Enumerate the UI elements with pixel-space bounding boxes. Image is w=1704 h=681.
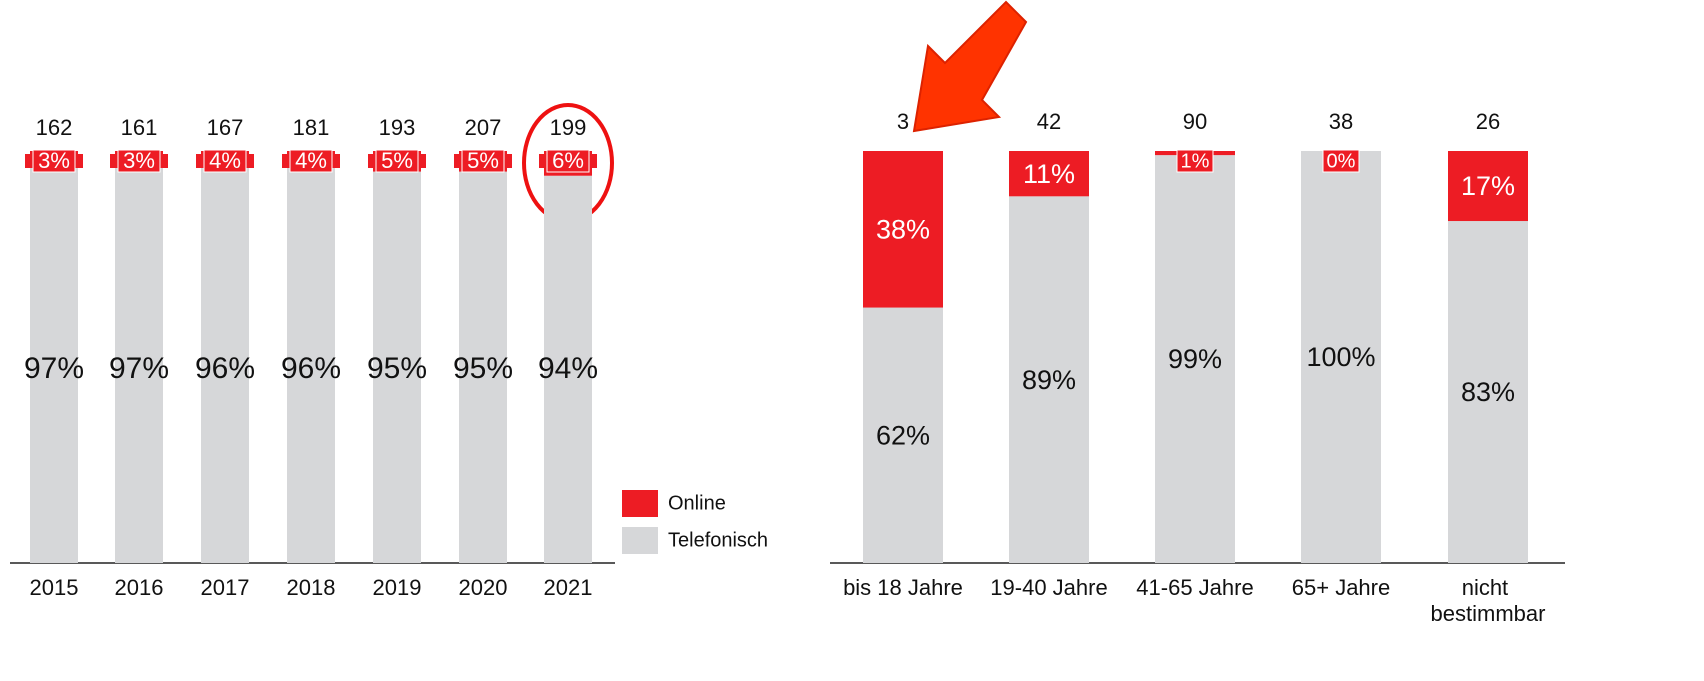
value-label: 89% [1022,365,1076,395]
legend-swatch [622,490,658,517]
value-label: 3% [123,148,155,173]
x-tick-label: 2019 [373,575,422,600]
total-label: 90 [1183,109,1207,134]
value-label: 97% [109,352,169,385]
x-tick-label: 2015 [30,575,79,600]
legend-swatch [622,527,658,554]
x-tick-label: 2016 [115,575,164,600]
value-label: 6% [552,148,584,173]
total-label: 38 [1329,109,1353,134]
label-box [546,149,590,173]
value-label: 95% [367,352,427,385]
value-label: 99% [1168,344,1222,374]
total-label: 207 [465,115,502,140]
total-label: 181 [293,115,330,140]
x-tick-label: 19-40 Jahre [990,575,1107,600]
bar-segment [287,167,335,564]
value-label: 97% [24,352,84,385]
bar-segment [115,163,163,564]
value-label: 1% [1181,150,1210,172]
x-tick-label: 2017 [201,575,250,600]
value-label: 5% [381,148,413,173]
x-tick-label: 2021 [544,575,593,600]
bar-segment [1448,151,1528,222]
bar-segment [1301,151,1381,563]
bar-segment [544,175,592,563]
total-label: 161 [121,115,158,140]
total-label: 193 [379,115,416,140]
x-tick-label: 41-65 Jahre [1136,575,1253,600]
value-label: 4% [209,148,241,173]
value-label: 95% [453,352,513,385]
bar-segment [459,171,507,563]
label-box [32,149,76,173]
value-label: 11% [1023,159,1075,189]
value-label: 94% [538,352,598,385]
label-box [117,149,161,173]
x-tick-label: bis 18 Jahre [843,575,963,600]
label-box [375,149,419,173]
value-label: 62% [876,420,930,450]
highlight-arrow [912,0,1028,133]
label-box [461,149,505,173]
bar-segment [1009,151,1089,197]
value-label: 3% [38,148,70,173]
value-label: 17% [1461,171,1515,201]
value-label: 100% [1306,342,1375,372]
label-box [1322,149,1360,173]
total-label: 162 [36,115,73,140]
legend-label: Online [668,492,726,514]
legend-label: Telefonisch [668,529,768,551]
bar-segment [30,163,78,564]
bar-segment [863,307,943,563]
label-box [203,149,247,173]
total-label: 42 [1037,109,1061,134]
total-label: 199 [550,115,587,140]
x-tick-label: 2018 [287,575,336,600]
value-label: 96% [281,352,341,385]
bar-segment [201,167,249,564]
x-tick-label: 2020 [459,575,508,600]
label-box [1176,149,1214,173]
total-label: 167 [207,115,244,140]
bar-segment [373,171,421,563]
value-label: 4% [295,148,327,173]
total-label: 3 [897,109,909,134]
value-label: 5% [467,148,499,173]
x-tick-label: nicht bestimmbar [1431,575,1546,626]
bar-segment [1448,221,1528,564]
bar-segment [863,151,943,308]
bar-segment [1155,155,1235,563]
value-label: 0% [1327,150,1356,172]
value-label: 83% [1461,377,1515,407]
bar-segment [1009,196,1089,563]
x-tick-label: 65+ Jahre [1292,575,1390,600]
label-box [289,149,333,173]
value-label: 38% [876,214,930,244]
total-label: 26 [1476,109,1500,134]
value-label: 96% [195,352,255,385]
